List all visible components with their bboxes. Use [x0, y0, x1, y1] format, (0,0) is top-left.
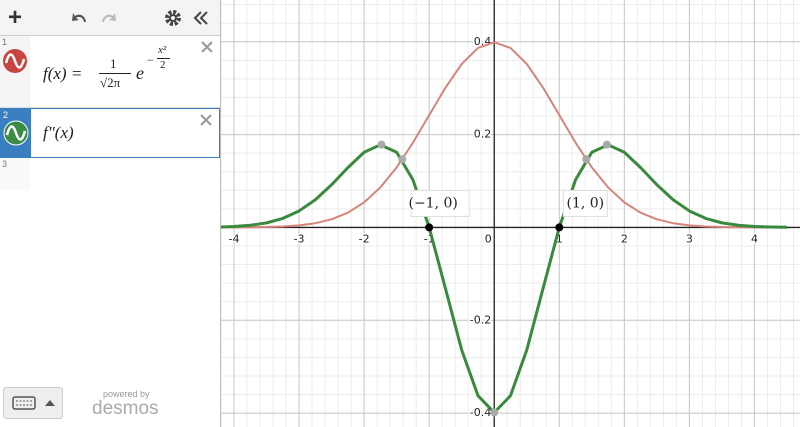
point: [490, 408, 499, 417]
expression-row[interactable]: 3: [0, 158, 220, 190]
point-label: (−1, 0): [407, 189, 470, 217]
point: [425, 223, 434, 232]
undo-button[interactable]: [70, 9, 90, 25]
x-tick-label: 4: [751, 232, 758, 245]
label-box: [410, 189, 470, 217]
expression-row[interactable]: 1 f(x) = 1 √2π e − x² 2: [0, 36, 220, 108]
point: [377, 140, 386, 149]
label-text: (−1, 0): [408, 195, 457, 211]
toolbar: +: [0, 0, 220, 36]
fraction-numerator: 1: [110, 56, 117, 71]
x-tick-label: 0: [485, 232, 492, 245]
x-tick-label: -4: [229, 232, 240, 245]
expression-row[interactable]: 2 f″(x): [0, 108, 220, 158]
x-tick-label: 2: [621, 232, 628, 245]
x-tick-label: -3: [294, 232, 305, 245]
point: [555, 223, 564, 232]
powered-by: powered by: [103, 389, 150, 399]
settings-button[interactable]: [164, 9, 182, 27]
add-button[interactable]: +: [8, 4, 23, 31]
row-index: 3: [2, 159, 8, 169]
exponent-base: e: [136, 63, 144, 83]
x-tick-label: 3: [686, 232, 693, 245]
delete-button[interactable]: [199, 113, 213, 127]
expression-text: f″(x): [43, 123, 74, 142]
collapse-button[interactable]: [192, 9, 210, 27]
y-tick-label: -0.4: [470, 406, 491, 419]
point: [398, 155, 407, 164]
x-tick-label: -2: [359, 232, 370, 245]
point: [582, 155, 591, 164]
color-icon[interactable]: [3, 120, 29, 146]
y-tick-label: -0.2: [470, 313, 491, 326]
x-tick-label: 1: [556, 232, 563, 245]
row-index: 2: [3, 110, 9, 120]
label-text: (1, 0): [566, 195, 604, 211]
expression-panel: + 1 f(x) = 1 √2π e − x² 2 2 f″(x): [0, 0, 221, 427]
exponent-denominator: 2: [160, 59, 166, 71]
y-tick-label: 0.2: [474, 128, 492, 141]
point: [602, 140, 611, 149]
fraction-denominator: √2π: [100, 75, 121, 90]
graph-paper[interactable]: -4 -3 -2 -1 0 1 2 3 4-0.4-0.20.20.4(−1, 0) (1, 0): [221, 0, 800, 427]
delete-button[interactable]: [200, 40, 214, 54]
redo-button[interactable]: [98, 9, 118, 25]
point-label: (1, 0): [562, 189, 608, 217]
brand: desmos: [92, 398, 159, 419]
exponent-sign: −: [147, 53, 154, 67]
keyboard-button[interactable]: [3, 387, 63, 419]
color-icon[interactable]: [2, 48, 28, 74]
label-box: [562, 189, 608, 217]
row-index: 1: [2, 37, 8, 47]
curve: [221, 41, 787, 229]
exponent-numerator: x²: [158, 44, 167, 56]
expression-lhs: f(x) =: [43, 64, 83, 83]
footer: powered by desmos: [0, 387, 220, 427]
